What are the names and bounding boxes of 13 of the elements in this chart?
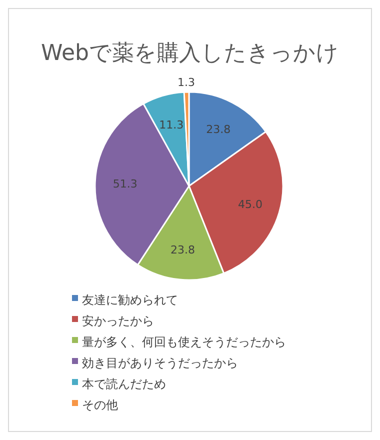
data-label: 23.8: [170, 243, 195, 256]
data-label: 45.0: [238, 198, 263, 212]
legend-label: 友達に勧められて: [82, 293, 178, 308]
legend-label: 本で読んだため: [82, 377, 166, 392]
legend-label: 量が多く、何回も使えそうだったから: [82, 335, 286, 350]
data-label: 1.3: [178, 76, 196, 89]
data-label: 23.8: [206, 123, 231, 136]
legend-label: その他: [82, 398, 118, 412]
data-label: 51.3: [112, 178, 138, 191]
legend-label: 安かったから: [82, 314, 154, 328]
chart-title: Webで薬を購入したきっかけ: [41, 41, 339, 66]
data-label: 11.3: [159, 118, 184, 132]
legend-label: 効き目がありそうだったから: [82, 356, 238, 370]
